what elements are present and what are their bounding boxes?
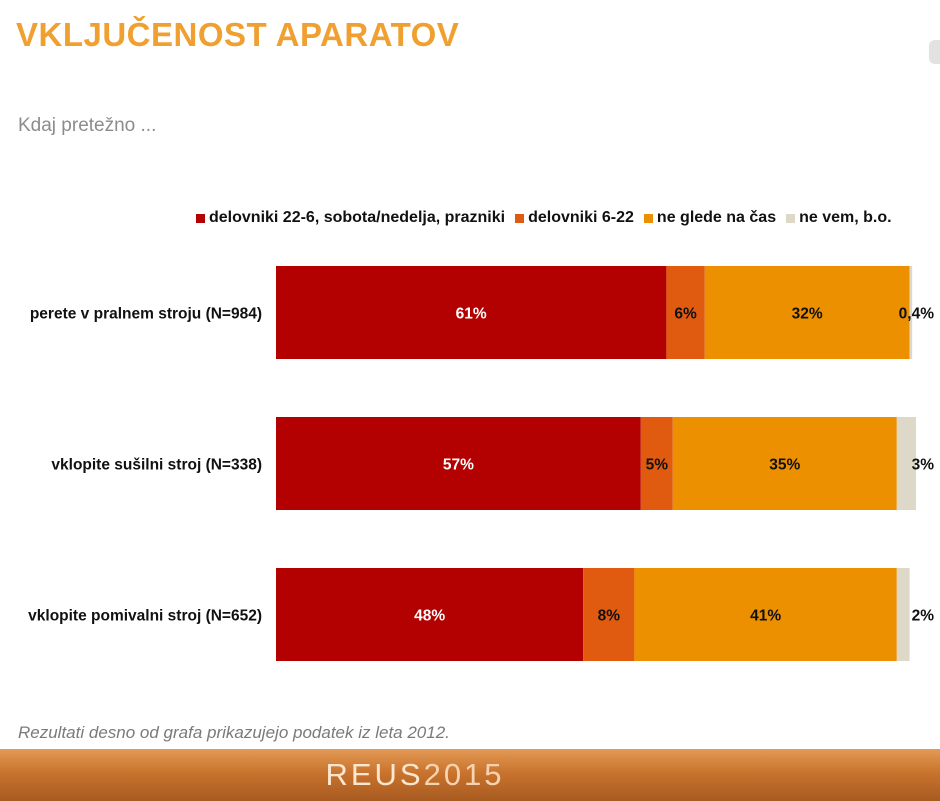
legend-swatch	[786, 213, 796, 223]
legend-label: ne vem, b.o.	[799, 209, 892, 226]
bar-segment	[276, 266, 667, 359]
bar-segment	[896, 417, 916, 510]
data-label: 61%	[456, 306, 487, 323]
chart-subtitle: Kdaj pretežno ...	[18, 115, 157, 136]
footer-bar: REUS2015	[0, 749, 940, 801]
brand-logo-year: 2015	[423, 757, 505, 792]
legend-item: delovniki 22-6, sobota/nedelja, prazniki	[196, 209, 505, 227]
bar-segment	[276, 417, 641, 510]
legend-swatch	[196, 213, 205, 223]
data-label: 41%	[750, 608, 781, 625]
data-label: 48%	[414, 608, 445, 625]
chart-legend: delovniki 22-6, sobota/nedelja, prazniki…	[196, 209, 902, 227]
legend-label: ne glede na čas	[656, 209, 777, 226]
bar-segment	[704, 266, 910, 359]
data-label: 35%	[769, 457, 800, 474]
data-label: 0,4%	[899, 306, 935, 323]
brand-logo: REUS2015	[0, 757, 830, 793]
data-label: 2%	[912, 608, 935, 625]
bar-segment	[909, 266, 913, 359]
legend-item: delovniki 6-22	[515, 209, 634, 227]
page-title: VKLJUČENOST APARATOV	[16, 16, 460, 53]
bar-segment	[276, 568, 584, 661]
category-label: vklopite sušilni stroj (N=338)	[51, 457, 262, 474]
legend-swatch	[515, 213, 525, 223]
data-label: 5%	[646, 457, 669, 474]
legend-swatch	[643, 213, 653, 223]
data-label: 6%	[674, 306, 697, 323]
bar-segment	[640, 417, 673, 510]
bar-segment	[666, 266, 705, 359]
data-label: 3%	[912, 457, 935, 474]
legend-label: delovniki 22-6, sobota/nedelja, prazniki	[209, 209, 506, 226]
brand-logo-bold: REUS	[325, 757, 424, 792]
category-label: vklopite pomivalni stroj (N=652)	[28, 608, 262, 625]
corner-decoration	[929, 40, 940, 64]
bar-segment	[634, 568, 897, 661]
bar-segment	[583, 568, 635, 661]
stacked-bar-chart: perete v pralnem stroju (N=984) 61% 6% 32% 0…	[28, 266, 935, 661]
data-label: 57%	[443, 457, 474, 474]
data-label: 32%	[792, 306, 823, 323]
data-label: 8%	[598, 608, 621, 625]
legend-label: delovniki 6-22	[528, 209, 634, 226]
bar-segment	[672, 417, 897, 510]
legend-item: ne vem, b.o.	[786, 209, 892, 227]
bar-segment	[896, 568, 910, 661]
legend-item: ne glede na čas	[643, 209, 777, 227]
category-label: perete v pralnem stroju (N=984)	[30, 306, 262, 323]
footnote: Rezultati desno od grafa prikazujejo pod…	[18, 723, 450, 742]
